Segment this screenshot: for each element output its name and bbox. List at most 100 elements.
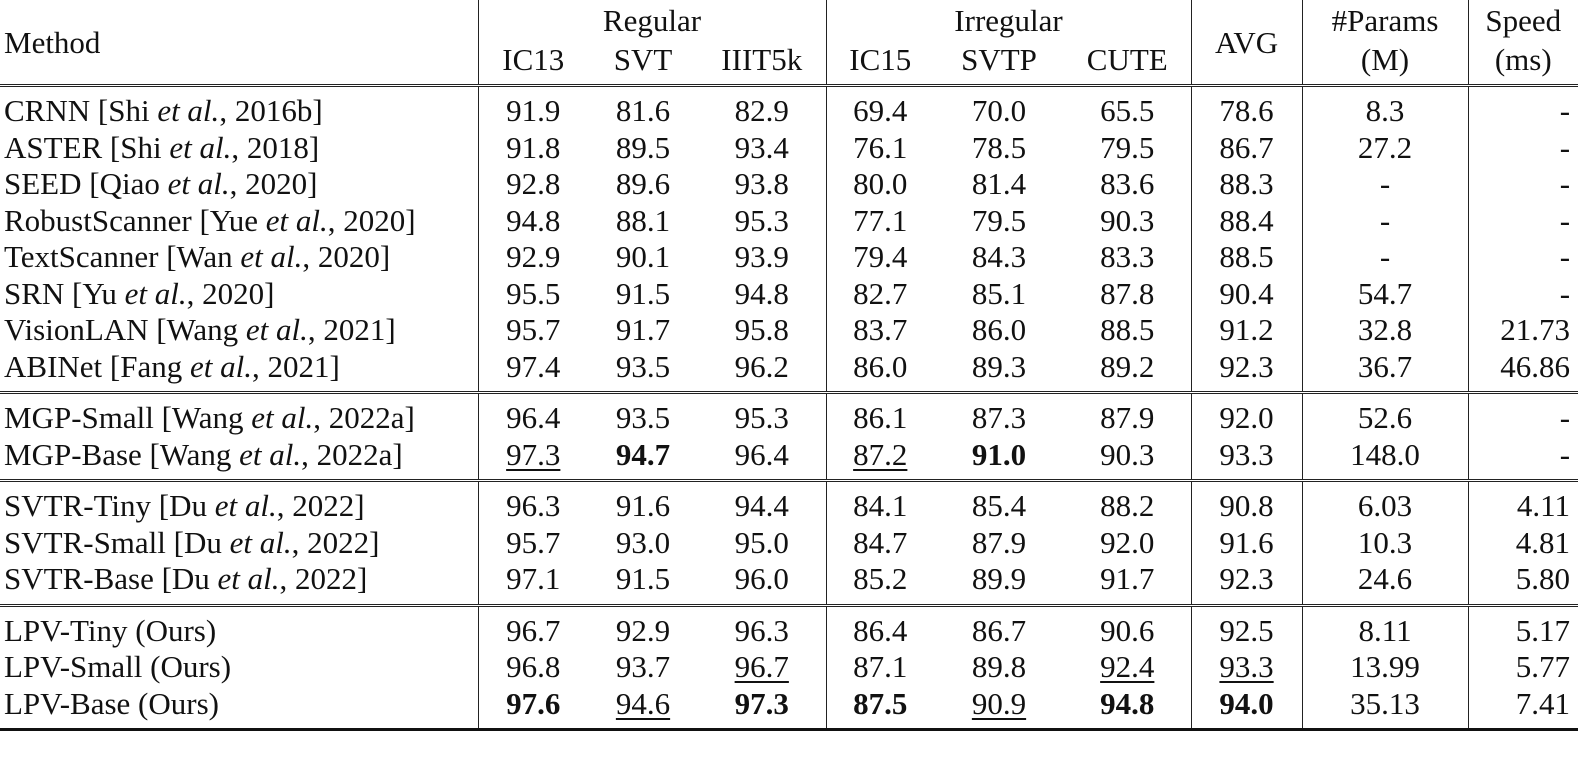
value-iiit5k: 95.3: [734, 400, 789, 436]
header-cute: CUTE: [1064, 40, 1192, 87]
value-cute: 90.3: [1100, 436, 1155, 472]
cell-cute: 87.8: [1064, 276, 1191, 313]
method-etal: et al.: [217, 561, 280, 597]
value-avg: 91.6: [1219, 524, 1274, 560]
value-svtp: 86.7: [971, 612, 1027, 648]
cell-cute: 87.9: [1064, 391, 1192, 437]
cell-ic15: 83.7: [825, 312, 934, 349]
value-avg: 86.7: [1219, 129, 1274, 165]
method-citation: , 2022a]: [313, 400, 415, 436]
value-svt: 94.6: [615, 685, 671, 721]
value-iiit5k: 95.0: [734, 524, 789, 560]
cell-svtp: 90.9: [934, 685, 1064, 731]
cell-svtp: 91.0: [934, 437, 1064, 481]
method-name: ABINet [Fang: [4, 348, 190, 384]
cell-cute: 90.3: [1064, 203, 1191, 240]
value-ic13: 97.4: [506, 348, 561, 384]
value-ic13: 97.6: [506, 685, 561, 721]
cell-iiit5k: 94.4: [698, 479, 826, 525]
cell-avg: 90.4: [1190, 275, 1303, 312]
cell-params: 24.6: [1301, 561, 1469, 605]
method-name: CRNN [Shi: [4, 93, 158, 129]
value-svt: 90.1: [615, 239, 671, 275]
value-iiit5k: 96.2: [734, 348, 789, 384]
cell-speed: -: [1467, 436, 1578, 481]
cell-iiit5k: 96.2: [698, 349, 826, 393]
value-cute: 90.3: [1100, 202, 1155, 238]
value-svtp: 89.9: [971, 561, 1027, 597]
value-svt: 92.9: [615, 612, 671, 648]
method-name: MGP-Base [Wang: [4, 436, 240, 472]
cell-cute: 88.2: [1064, 479, 1192, 525]
cell-cute: 83.6: [1064, 166, 1191, 203]
value-params: 52.6: [1357, 400, 1413, 436]
cell-ic13: 95.7: [477, 312, 588, 349]
cell-svtp: 87.9: [934, 525, 1064, 562]
value-svt: 93.5: [615, 400, 671, 436]
cell-ic13: 91.8: [477, 129, 588, 166]
cell-svt: 81.6: [588, 86, 698, 130]
value-svtp: 87.9: [971, 524, 1027, 560]
method-cell: SVTR-Tiny [Du et al., 2022]: [0, 479, 478, 525]
value-iiit5k: 93.8: [734, 166, 789, 202]
cell-iiit5k: 95.8: [698, 312, 826, 349]
cell-iiit5k: 82.9: [698, 86, 826, 130]
cell-avg: 93.3: [1190, 649, 1303, 686]
value-svt: 81.6: [615, 93, 671, 129]
cell-ic15: 86.0: [825, 348, 934, 393]
value-cute: 92.4: [1100, 649, 1155, 685]
header-params-line2: (M): [1301, 40, 1469, 87]
method-citation: , 2022]: [279, 561, 368, 597]
cell-svt: 93.5: [588, 349, 698, 393]
cell-avg: 92.5: [1190, 603, 1303, 649]
value-svt: 93.0: [615, 524, 671, 560]
value-avg: 94.0: [1219, 685, 1274, 721]
row-group-2: MGP-Small [Wang et al., 2022a] 96.4 93.5 95…: [0, 391, 1578, 481]
value-params: 27.2: [1357, 129, 1413, 165]
cell-svt: 91.6: [588, 479, 698, 525]
cell-avg: 92.0: [1190, 391, 1303, 437]
value-svt: 91.6: [615, 488, 671, 524]
table-row: MGP-Base [Wang et al., 2022a] 97.3 94.7 96.…: [0, 436, 1578, 481]
header-iiit5k: IIIT5k: [698, 40, 826, 87]
value-cute: 87.9: [1100, 400, 1155, 436]
value-params: -: [1379, 166, 1391, 202]
cell-speed: -: [1467, 239, 1578, 276]
cell-ic13: 97.3: [477, 436, 588, 481]
method-cell: SVTR-Base [Du et al., 2022]: [0, 561, 478, 605]
value-speed: -: [1559, 275, 1571, 311]
method-etal: et al.: [157, 93, 220, 129]
value-svtp: 85.4: [971, 488, 1027, 524]
header-speed-line2: (ms): [1467, 40, 1578, 87]
cell-ic15: 76.1: [825, 129, 934, 166]
method-name: MGP-Small [Wang: [4, 400, 252, 436]
value-svtp: 79.5: [971, 202, 1027, 238]
row-group-3: SVTR-Tiny [Du et al., 2022] 96.3 91.6 94.4 8…: [0, 479, 1578, 605]
method-citation: , 2020]: [327, 202, 416, 238]
cell-iiit5k: 96.7: [698, 649, 826, 686]
cell-svt: 88.1: [588, 203, 698, 240]
cell-iiit5k: 96.0: [698, 561, 826, 605]
value-avg: 92.3: [1219, 561, 1274, 597]
cell-params: 8.11: [1301, 603, 1469, 649]
method-citation: , 2021]: [251, 348, 340, 384]
table-row: CRNN [Shi et al., 2016b] 91.9 81.6 82.9 69.4…: [0, 85, 1578, 130]
value-svt: 93.7: [615, 649, 671, 685]
value-params: -: [1379, 202, 1391, 238]
value-iiit5k: 93.9: [734, 239, 789, 275]
value-ic15: 82.7: [853, 275, 908, 311]
table-row: SVTR-Tiny [Du et al., 2022] 96.3 91.6 94.4 8…: [0, 479, 1578, 525]
value-avg: 90.4: [1219, 275, 1274, 311]
table-row: MGP-Small [Wang et al., 2022a] 96.4 93.5 95…: [0, 391, 1578, 437]
cell-svt: 93.5: [588, 391, 698, 437]
value-speed: 5.77: [1515, 649, 1571, 685]
value-params: 24.6: [1357, 561, 1413, 597]
value-svtp: 81.4: [971, 166, 1027, 202]
value-ic15: 84.1: [853, 488, 908, 524]
value-params: -: [1379, 239, 1391, 275]
cell-svt: 93.7: [588, 649, 698, 686]
value-ic15: 83.7: [853, 312, 908, 348]
cell-avg: 86.7: [1190, 129, 1303, 166]
method-citation: , 2018]: [231, 129, 320, 165]
value-svtp: 70.0: [971, 93, 1027, 129]
